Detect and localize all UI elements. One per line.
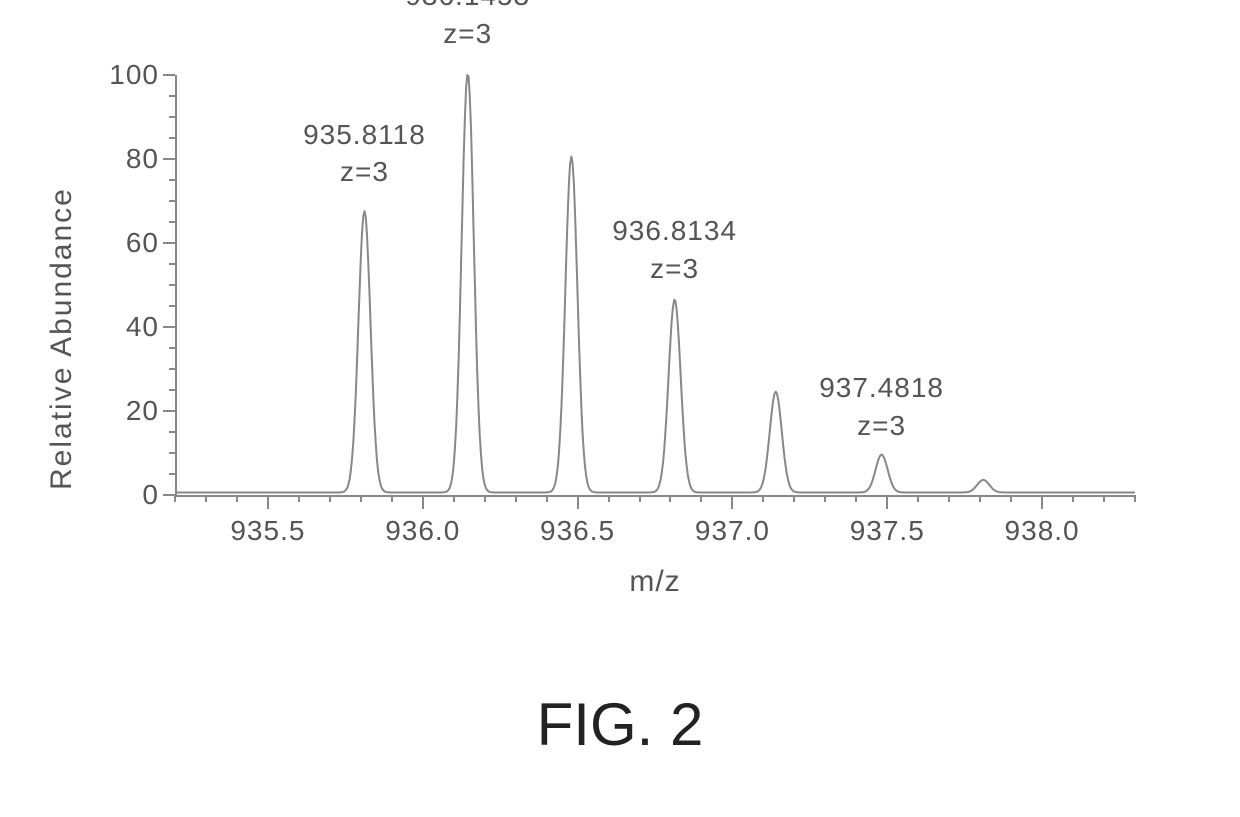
peak-label: 936.8134z=3 bbox=[612, 212, 737, 288]
peak-label-mz: 935.8118 bbox=[303, 116, 426, 154]
figure-container: Relative Abundance m/z FIG. 2 0204060801… bbox=[0, 0, 1240, 817]
peak-label-mz: 936.8134 bbox=[612, 212, 737, 250]
peak-label-mz: 936.1453 bbox=[405, 0, 530, 15]
peak-label: 936.1453z=3 bbox=[405, 0, 530, 53]
peak-label-mz: 937.4818 bbox=[819, 369, 944, 407]
peak-label: 935.8118z=3 bbox=[303, 116, 426, 192]
peak-label-z: z=3 bbox=[819, 407, 944, 445]
spectrum-line bbox=[0, 0, 1240, 817]
peak-label-z: z=3 bbox=[303, 153, 426, 191]
peak-label: 937.4818z=3 bbox=[819, 369, 944, 445]
peak-label-z: z=3 bbox=[612, 250, 737, 288]
peak-label-z: z=3 bbox=[405, 15, 530, 53]
